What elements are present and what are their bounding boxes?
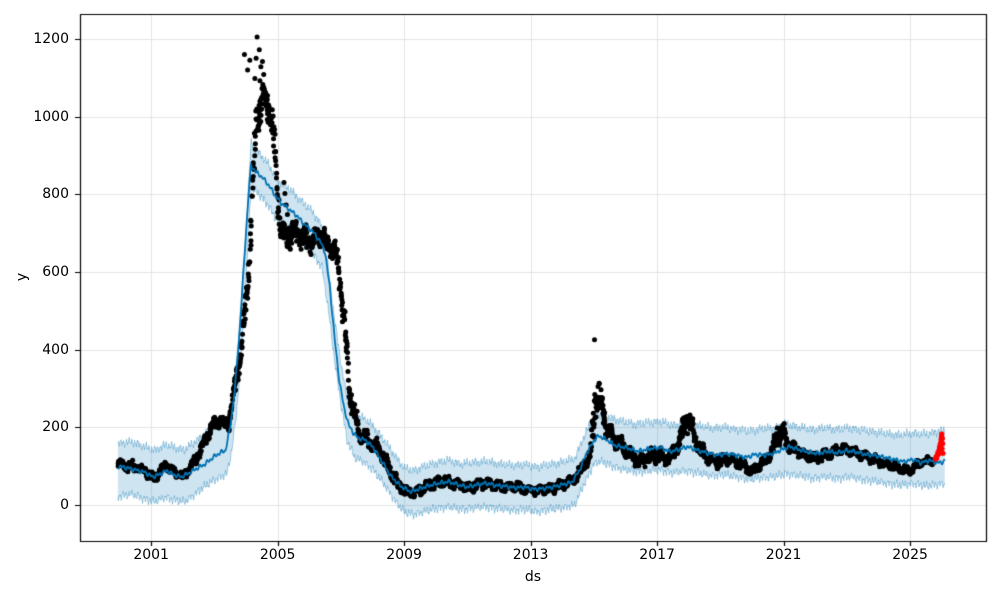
forecast-plot-canvas bbox=[0, 0, 1000, 600]
forecast-figure: 2001 2005 2009 2013 2017 2021 2025 0 200 400 600 8… bbox=[0, 0, 1000, 600]
